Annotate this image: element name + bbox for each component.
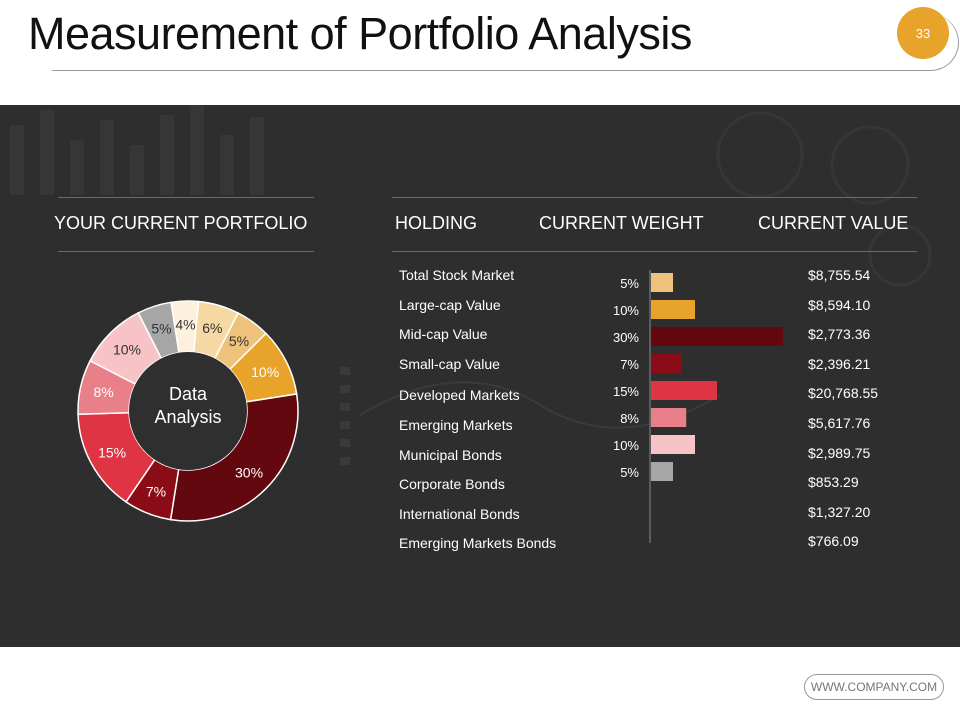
- donut-slice-label: 8%: [94, 384, 114, 400]
- page-title: Measurement of Portfolio Analysis: [28, 8, 692, 59]
- weight-label: 30%: [613, 330, 639, 345]
- donut-slice-label: 10%: [251, 364, 279, 380]
- current-value: $1,327.20: [808, 503, 871, 520]
- page-number-badge: 33: [897, 7, 949, 59]
- holding-name: Small-cap Value: [399, 355, 500, 372]
- current-value: $8,755.54: [808, 267, 871, 283]
- weight-bar: [651, 273, 673, 292]
- donut-slice-label: 4%: [175, 317, 195, 333]
- weight-bar: [651, 327, 783, 346]
- current-value: $20,768.55: [808, 385, 879, 402]
- holding-name: Corporate Bonds: [399, 476, 505, 493]
- weight-label: 10%: [613, 438, 639, 453]
- holding-name: Municipal Bonds: [399, 446, 502, 463]
- weight-bar: [651, 408, 687, 427]
- current-value: $853.29: [808, 474, 859, 491]
- weight-bar: [651, 462, 673, 481]
- weight-label: 10%: [613, 303, 639, 318]
- holding-name: Developed Markets: [399, 387, 520, 404]
- value-header: CURRENT VALUE: [758, 213, 909, 233]
- portfolio-heading: YOUR CURRENT PORTFOLIO: [54, 213, 308, 233]
- holding-name: Emerging Markets Bonds: [399, 535, 557, 552]
- divider: [392, 251, 917, 252]
- donut-slice-label: 5%: [151, 321, 171, 337]
- weight-bar-chart: 4%6%5%10%30%7%15%8%10%5%: [613, 270, 783, 543]
- holding-name: Total Stock Market: [399, 267, 515, 283]
- donut-slice-label: 10%: [113, 342, 141, 358]
- donut-slice-label: 15%: [98, 445, 126, 461]
- donut-slice-label: 5%: [229, 333, 249, 349]
- content-panel: YOUR CURRENT PORTFOLIO HOLDING CURRENT W…: [0, 105, 960, 647]
- donut-slice-label: 30%: [235, 464, 263, 480]
- weight-label: 5%: [620, 465, 639, 480]
- portfolio-donut-chart: 4% 6%5%10%30%7%15%8%10%5% Data Analysis: [77, 300, 299, 522]
- divider: [58, 197, 314, 198]
- holding-name: International Bonds: [399, 505, 520, 522]
- weight-bar: [651, 300, 695, 319]
- current-value: $2,773.36: [808, 326, 871, 343]
- weight-label: 7%: [620, 357, 639, 372]
- weight-bar: [651, 435, 695, 454]
- donut-center-label-line1: Data: [169, 384, 208, 404]
- weight-bar: [651, 354, 682, 373]
- donut-slice-label: 6%: [202, 320, 222, 336]
- donut-hole: [129, 352, 247, 470]
- current-value: $5,617.76: [808, 415, 871, 431]
- donut-slice: [169, 393, 299, 522]
- divider: [392, 197, 917, 198]
- donut-center-label-line2: Analysis: [154, 407, 221, 427]
- weight-header: CURRENT WEIGHT: [539, 213, 704, 233]
- holding-header: HOLDING: [395, 213, 478, 233]
- current-value: $2,396.21: [808, 355, 871, 372]
- holding-name: Emerging Markets: [399, 417, 513, 433]
- title-frame: [52, 14, 959, 71]
- current-value: $2,989.75: [808, 444, 871, 461]
- donut-labels: 4% 6%5%10%30%7%15%8%10%5%: [94, 317, 280, 500]
- divider: [58, 251, 314, 252]
- weight-label: 15%: [613, 384, 639, 399]
- current-value: $766.09: [808, 533, 859, 550]
- weight-bar: [651, 381, 717, 400]
- weight-label: 8%: [620, 411, 639, 426]
- weight-label: 5%: [620, 276, 639, 291]
- current-value: $8,594.10: [808, 296, 871, 313]
- donut-slice-label: 7%: [146, 483, 166, 499]
- website-link[interactable]: WWW.COMPANY.COM: [804, 674, 944, 700]
- holding-name: Mid-cap Value: [399, 326, 488, 343]
- holding-name: Large-cap Value: [399, 296, 501, 313]
